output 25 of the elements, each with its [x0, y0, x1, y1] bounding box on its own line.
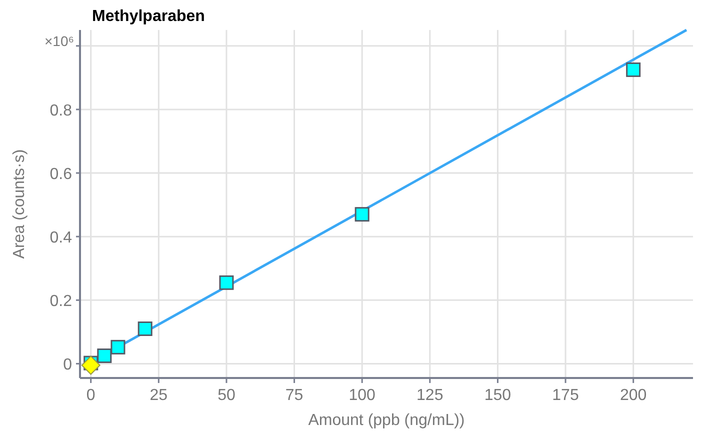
y-tick-label: 0.6	[50, 166, 72, 184]
y-axis-title: Area (counts·s)	[11, 149, 28, 259]
y-tick-label: 0.8	[50, 102, 72, 120]
x-tick-label: 100	[348, 387, 376, 404]
x-tick-label: 175	[552, 387, 579, 404]
text: ×10⁶	[44, 33, 74, 49]
y-tick-label: 0.4	[50, 230, 72, 247]
x-tick-label: 150	[484, 387, 512, 404]
x-tick-label: 75	[285, 387, 304, 404]
x-tick-label: 125	[416, 387, 444, 404]
x-tick-label: 0	[86, 387, 96, 404]
point	[219, 275, 234, 290]
y-tick-label: 0.2	[50, 293, 72, 310]
point	[354, 207, 370, 222]
point	[138, 321, 152, 336]
point	[97, 348, 112, 364]
x-tick-label: 200	[620, 387, 647, 404]
x-axis-title: Amount (ppb (ng/mL))	[308, 412, 465, 429]
x-tick-label: 50	[218, 387, 236, 404]
point	[110, 340, 126, 354]
y-tick-label: 0	[63, 356, 72, 374]
x-tick-label: 25	[150, 387, 168, 404]
point	[626, 62, 641, 77]
point	[81, 356, 100, 375]
chart-title: Methylparaben	[92, 8, 205, 25]
